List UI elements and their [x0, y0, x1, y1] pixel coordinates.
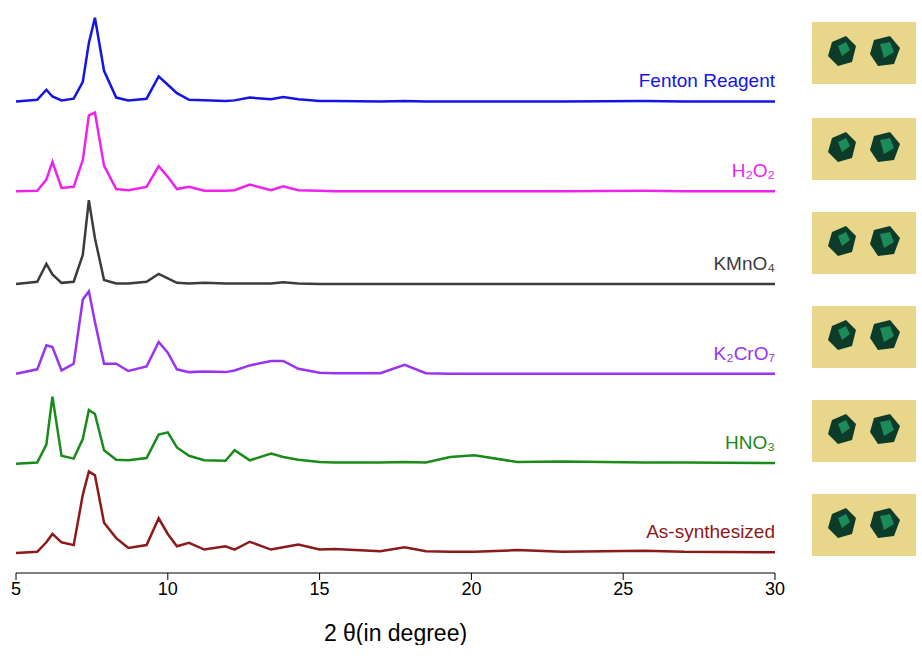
svg-text:10: 10 [158, 579, 178, 599]
svg-text:5: 5 [11, 579, 21, 599]
svg-text:H₂O₂: H₂O₂ [732, 160, 775, 181]
svg-text:K₂CrO₇: K₂CrO₇ [714, 343, 775, 364]
svg-text:2 θ(in degree): 2 θ(in degree) [324, 620, 467, 645]
svg-text:15: 15 [310, 579, 330, 599]
svg-text:30: 30 [765, 579, 785, 599]
svg-text:As-synthesized: As-synthesized [646, 521, 775, 542]
svg-text:20: 20 [461, 579, 481, 599]
svg-text:KMnO₄: KMnO₄ [713, 253, 775, 274]
svg-text:Fenton Reagent: Fenton Reagent [639, 70, 776, 91]
svg-text:25: 25 [613, 579, 633, 599]
svg-text:HNO₃: HNO₃ [725, 432, 775, 453]
